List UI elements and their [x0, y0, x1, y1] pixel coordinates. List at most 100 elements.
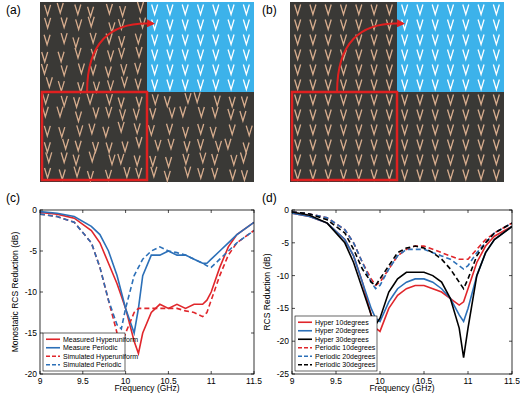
unit-cell — [432, 125, 438, 135]
y-tick-label: -5 — [29, 246, 37, 256]
unit-cell — [42, 52, 48, 62]
unit-cell — [341, 140, 347, 150]
unit-cell — [448, 170, 454, 180]
unit-cell — [212, 168, 218, 178]
legend-label: Measure Periodic — [63, 344, 118, 351]
chart: 99.51010.51111.5-20-15-10-50Frequency (G… — [10, 205, 262, 393]
unit-cell — [463, 65, 469, 75]
unit-cell — [432, 140, 438, 150]
x-tick — [168, 371, 169, 374]
unit-cell — [356, 110, 362, 120]
y-tick — [40, 333, 43, 334]
unit-cell — [325, 155, 331, 165]
unit-cell — [167, 80, 173, 90]
unit-cell — [402, 140, 408, 150]
unit-cell — [73, 155, 79, 165]
unit-cell — [310, 35, 316, 45]
unit-cell — [432, 65, 438, 75]
plot-frame — [40, 210, 254, 374]
unit-cell — [448, 155, 454, 165]
unit-cell — [478, 50, 484, 60]
unit-cell — [325, 95, 331, 105]
unit-cell — [493, 20, 499, 30]
unit-cell — [356, 170, 362, 180]
y-tick-label: -5 — [281, 238, 289, 248]
y-tick-label: -10 — [277, 271, 290, 281]
unit-cell — [402, 50, 408, 60]
unit-cell — [341, 110, 347, 120]
x-tick — [380, 371, 381, 374]
y-tick-label: -10 — [25, 287, 38, 297]
unit-cell — [241, 96, 247, 106]
y-tick — [251, 210, 254, 211]
unit-cell — [88, 7, 94, 17]
unit-cell — [63, 139, 69, 149]
x-tick — [125, 371, 126, 374]
unit-cell — [371, 80, 377, 90]
unit-cell — [93, 142, 99, 152]
unit-cell — [155, 140, 161, 150]
unit-cell — [448, 35, 454, 45]
unit-cell — [43, 94, 49, 104]
unit-cell — [152, 5, 158, 15]
y-tick — [292, 275, 295, 276]
unit-cell — [89, 124, 95, 134]
unit-cell — [230, 169, 236, 179]
unit-cell — [356, 50, 362, 60]
x-tick — [468, 371, 469, 374]
unit-cell — [243, 142, 249, 152]
unit-cell — [243, 20, 249, 30]
unit-cell — [182, 5, 188, 15]
unit-cell — [371, 110, 377, 120]
unit-cell — [89, 152, 95, 162]
legend-box — [295, 316, 377, 371]
unit-cell — [295, 20, 301, 30]
unit-cell — [386, 80, 392, 90]
legend-swatch — [298, 347, 312, 349]
y-tick — [40, 210, 43, 211]
unit-cell — [478, 170, 484, 180]
unit-cell — [148, 125, 154, 135]
unit-cell — [371, 5, 377, 15]
unit-cell — [198, 139, 204, 149]
unit-cell — [185, 93, 191, 103]
unit-cell — [180, 107, 186, 117]
unit-cell — [402, 35, 408, 45]
y-tick-label: -20 — [277, 336, 290, 346]
unit-cell — [46, 152, 52, 162]
unit-cell — [57, 107, 63, 117]
arrow — [337, 23, 403, 92]
unit-cell — [356, 95, 362, 105]
unit-cell — [310, 50, 316, 60]
y-axis-label: RCS Reduction (dB) — [262, 253, 272, 330]
unit-cell — [228, 80, 234, 90]
unit-cell — [371, 65, 377, 75]
unit-cell — [61, 153, 67, 163]
series-line — [292, 212, 512, 289]
unit-cell — [120, 6, 126, 16]
unit-cell — [371, 155, 377, 165]
unit-cell — [213, 20, 219, 30]
photo-background — [290, 2, 504, 182]
unit-cell — [310, 155, 316, 165]
legend-label: Periodic 30degrees — [315, 361, 376, 369]
unit-cell — [152, 65, 158, 75]
x-tick — [40, 371, 41, 374]
unit-cell — [417, 140, 423, 150]
y-tick — [509, 210, 512, 211]
unit-cell — [75, 48, 81, 58]
unit-cell — [310, 95, 316, 105]
unit-cell — [448, 20, 454, 30]
unit-cell — [57, 3, 63, 13]
unit-cell — [108, 50, 114, 60]
unit-cell — [75, 141, 81, 151]
series-line — [292, 213, 512, 331]
unit-cell — [212, 107, 218, 117]
unit-cell — [183, 154, 189, 164]
unit-cell — [432, 95, 438, 105]
unit-cell — [371, 50, 377, 60]
unit-cell — [229, 124, 235, 134]
unit-cell — [325, 5, 331, 15]
unit-cell — [493, 35, 499, 45]
unit-cell — [45, 168, 51, 178]
